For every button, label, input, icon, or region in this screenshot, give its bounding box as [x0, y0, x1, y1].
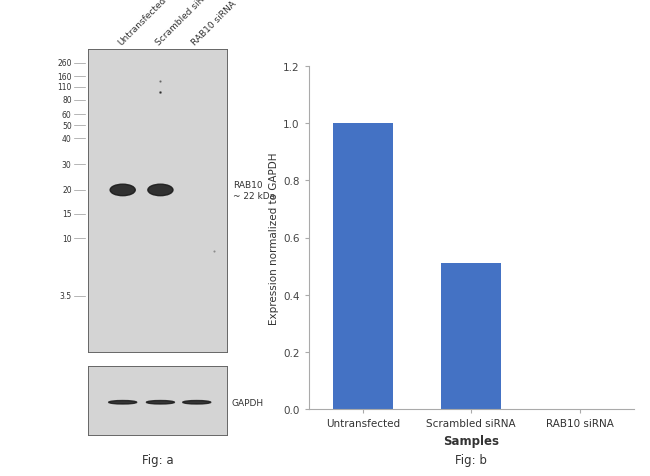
- Text: 60: 60: [62, 110, 72, 119]
- Text: 260: 260: [57, 59, 72, 68]
- Ellipse shape: [110, 185, 135, 196]
- Text: 110: 110: [57, 83, 72, 92]
- Ellipse shape: [146, 401, 174, 404]
- Bar: [333, 124, 393, 409]
- Text: 10: 10: [62, 234, 72, 243]
- Text: Scrambled siRNA: Scrambled siRNA: [154, 0, 215, 48]
- Text: RAB10 siRNA: RAB10 siRNA: [190, 0, 239, 48]
- Ellipse shape: [148, 185, 173, 196]
- Ellipse shape: [109, 401, 136, 404]
- Text: 50: 50: [62, 122, 72, 130]
- Text: RAB10
~ 22 kDa: RAB10 ~ 22 kDa: [233, 181, 275, 200]
- Text: 3.5: 3.5: [60, 292, 72, 301]
- Ellipse shape: [183, 401, 211, 404]
- Text: 20: 20: [62, 186, 72, 195]
- Text: 160: 160: [57, 73, 72, 82]
- Text: 40: 40: [62, 135, 72, 144]
- X-axis label: Samples: Samples: [443, 434, 499, 447]
- Text: 15: 15: [62, 209, 72, 218]
- Bar: [441, 264, 501, 409]
- Text: 80: 80: [62, 96, 72, 105]
- Text: GAPDH: GAPDH: [231, 398, 264, 407]
- Text: Fig: a: Fig: a: [142, 454, 174, 466]
- Y-axis label: Expression normalized to GAPDH: Expression normalized to GAPDH: [269, 152, 279, 324]
- Text: Untransfected: Untransfected: [116, 0, 168, 48]
- Text: 30: 30: [62, 160, 72, 169]
- Text: Fig: b: Fig: b: [455, 454, 488, 466]
